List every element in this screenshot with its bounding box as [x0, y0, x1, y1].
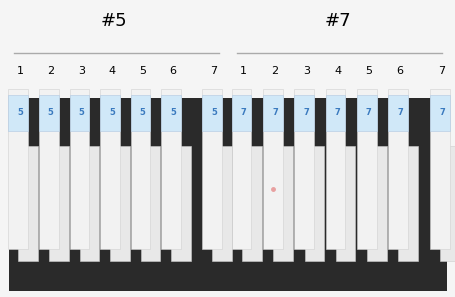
Text: 7: 7 — [334, 108, 340, 117]
Bar — [294, 95, 313, 131]
Bar — [212, 146, 231, 261]
Bar — [100, 89, 120, 249]
Text: 5: 5 — [17, 108, 23, 117]
Text: 7: 7 — [396, 108, 402, 117]
Text: 7: 7 — [365, 108, 371, 117]
Bar — [9, 95, 28, 131]
Bar — [429, 89, 449, 249]
Text: 5: 5 — [139, 66, 146, 76]
Bar — [325, 89, 344, 249]
Text: 6: 6 — [396, 66, 403, 76]
Bar — [70, 95, 89, 131]
Bar — [273, 146, 292, 261]
Text: 7: 7 — [438, 108, 444, 117]
Bar — [9, 98, 446, 291]
Text: 1: 1 — [17, 66, 24, 76]
Text: 5: 5 — [170, 108, 176, 117]
Bar — [80, 146, 99, 261]
Text: 5: 5 — [211, 108, 217, 117]
Bar — [9, 89, 28, 249]
Bar — [398, 146, 417, 261]
Text: #5: #5 — [101, 12, 127, 30]
Text: 7: 7 — [240, 108, 246, 117]
Bar — [100, 95, 120, 131]
Bar — [202, 89, 221, 249]
Bar — [131, 95, 150, 131]
Bar — [161, 95, 181, 131]
Bar — [131, 89, 150, 249]
Text: 7: 7 — [437, 66, 445, 76]
Bar — [356, 95, 376, 131]
Bar — [232, 89, 251, 249]
Text: 6: 6 — [169, 66, 176, 76]
Bar — [18, 146, 38, 261]
Text: 7: 7 — [210, 66, 217, 76]
Text: 5: 5 — [109, 108, 115, 117]
Bar — [161, 89, 181, 249]
Bar — [171, 146, 191, 261]
Text: 5: 5 — [48, 108, 54, 117]
Bar — [356, 89, 376, 249]
Bar — [39, 89, 59, 249]
Bar — [366, 146, 386, 261]
Text: 4: 4 — [333, 66, 340, 76]
Bar — [110, 146, 130, 261]
Bar — [388, 89, 407, 249]
Bar — [141, 146, 160, 261]
Bar — [294, 89, 313, 249]
Text: 7: 7 — [303, 108, 308, 117]
Bar — [242, 146, 261, 261]
Text: 5: 5 — [78, 108, 84, 117]
Text: 3: 3 — [78, 66, 85, 76]
Bar — [335, 146, 354, 261]
Bar — [388, 95, 407, 131]
Bar — [263, 89, 282, 249]
Bar — [9, 0, 446, 98]
Bar — [202, 95, 221, 131]
Text: 2: 2 — [271, 66, 278, 76]
Bar — [49, 146, 69, 261]
Text: 4: 4 — [108, 66, 115, 76]
Text: 5: 5 — [139, 108, 145, 117]
Text: 3: 3 — [302, 66, 309, 76]
Bar — [39, 95, 59, 131]
Bar — [439, 146, 455, 261]
Text: 7: 7 — [272, 108, 277, 117]
Bar — [232, 95, 251, 131]
Text: 2: 2 — [47, 66, 54, 76]
Bar — [70, 89, 89, 249]
Bar — [325, 95, 344, 131]
Text: 1: 1 — [240, 66, 247, 76]
Bar — [263, 95, 282, 131]
Text: #7: #7 — [324, 12, 350, 30]
Text: 5: 5 — [364, 66, 372, 76]
Bar — [304, 146, 324, 261]
Bar — [429, 95, 449, 131]
